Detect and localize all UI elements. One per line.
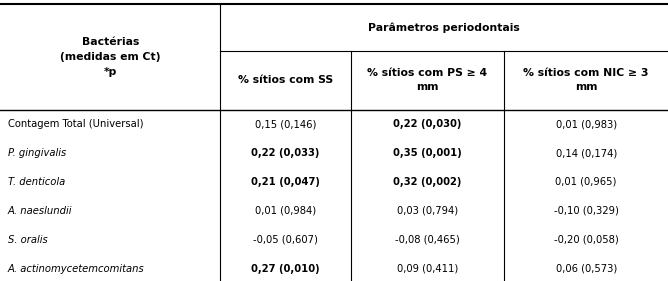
Text: 0,21 (0,047): 0,21 (0,047) <box>251 177 320 187</box>
Text: 0,03 (0,794): 0,03 (0,794) <box>397 206 458 216</box>
Text: P. gingivalis: P. gingivalis <box>8 148 66 158</box>
Text: 0,15 (0,146): 0,15 (0,146) <box>255 119 316 129</box>
Text: 0,09 (0,411): 0,09 (0,411) <box>397 264 458 274</box>
Text: 0,14 (0,174): 0,14 (0,174) <box>556 148 617 158</box>
Text: 0,06 (0,573): 0,06 (0,573) <box>556 264 617 274</box>
Text: 0,22 (0,030): 0,22 (0,030) <box>393 119 462 129</box>
Text: -0,05 (0,607): -0,05 (0,607) <box>253 235 318 245</box>
Text: % sítios com PS ≥ 4: % sítios com PS ≥ 4 <box>367 68 488 78</box>
Text: T. denticola: T. denticola <box>8 177 65 187</box>
Text: 0,35 (0,001): 0,35 (0,001) <box>393 148 462 158</box>
Text: -0,10 (0,329): -0,10 (0,329) <box>554 206 619 216</box>
Text: *p: *p <box>104 67 117 76</box>
Text: 0,32 (0,002): 0,32 (0,002) <box>393 177 462 187</box>
Text: 0,22 (0,033): 0,22 (0,033) <box>251 148 320 158</box>
Text: 0,01 (0,984): 0,01 (0,984) <box>255 206 316 216</box>
Text: (medidas em Ct): (medidas em Ct) <box>60 52 160 62</box>
Text: % sítios com NIC ≥ 3: % sítios com NIC ≥ 3 <box>524 68 649 78</box>
Text: 0,01 (0,965): 0,01 (0,965) <box>556 177 617 187</box>
Text: mm: mm <box>416 82 439 92</box>
Text: -0,20 (0,058): -0,20 (0,058) <box>554 235 619 245</box>
Text: -0,08 (0,465): -0,08 (0,465) <box>395 235 460 245</box>
Text: mm: mm <box>575 82 597 92</box>
Text: Bactérias: Bactérias <box>81 37 139 47</box>
Text: Parâmetros periodontais: Parâmetros periodontais <box>368 22 520 33</box>
Text: 0,01 (0,983): 0,01 (0,983) <box>556 119 617 129</box>
Text: 0,27 (0,010): 0,27 (0,010) <box>251 264 320 274</box>
Text: % sítios com SS: % sítios com SS <box>238 75 333 85</box>
Text: A. naeslundii: A. naeslundii <box>8 206 73 216</box>
Text: A. actinomycetemcomitans: A. actinomycetemcomitans <box>8 264 145 274</box>
Text: Contagem Total (Universal): Contagem Total (Universal) <box>8 119 144 129</box>
Text: S. oralis: S. oralis <box>8 235 48 245</box>
